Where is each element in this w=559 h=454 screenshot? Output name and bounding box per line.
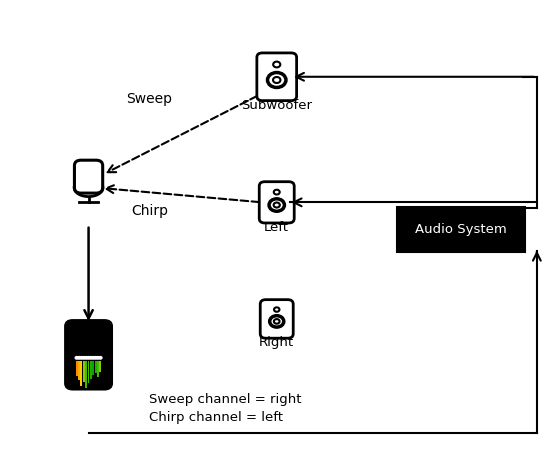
Circle shape [274,307,280,312]
Circle shape [274,190,280,194]
Text: Audio System: Audio System [415,223,506,236]
FancyBboxPatch shape [260,300,293,338]
Circle shape [268,73,286,88]
FancyBboxPatch shape [257,53,297,101]
Circle shape [269,316,284,327]
Bar [92,360,94,375]
Text: Chirp: Chirp [131,204,168,218]
FancyBboxPatch shape [74,160,103,193]
Circle shape [92,356,95,359]
FancyBboxPatch shape [397,207,525,252]
Text: Right: Right [259,336,294,349]
Text: Subwoofer: Subwoofer [241,99,312,112]
Circle shape [97,356,100,359]
Circle shape [84,356,88,359]
Bar [88,360,89,383]
Circle shape [89,356,92,359]
Text: Left: Left [264,221,289,234]
Text: Sweep: Sweep [126,92,172,106]
Circle shape [99,356,102,359]
Circle shape [80,356,83,359]
Bar [90,360,92,379]
Circle shape [269,199,285,211]
Circle shape [75,356,78,359]
Text: Sweep channel = right
Chirp channel = left: Sweep channel = right Chirp channel = le… [149,393,302,424]
Circle shape [87,356,90,359]
Bar [80,360,82,386]
Bar [83,360,84,382]
Bar [94,360,97,373]
Bar [75,360,78,376]
Circle shape [82,356,86,359]
Circle shape [273,62,280,67]
Circle shape [78,356,80,359]
Bar [85,360,87,388]
FancyBboxPatch shape [259,182,294,223]
Bar [97,360,99,377]
Circle shape [274,202,280,207]
Bar [100,360,101,372]
Circle shape [94,356,97,359]
Bar [78,360,80,380]
Circle shape [274,319,280,324]
Circle shape [273,77,281,83]
FancyBboxPatch shape [65,321,112,389]
